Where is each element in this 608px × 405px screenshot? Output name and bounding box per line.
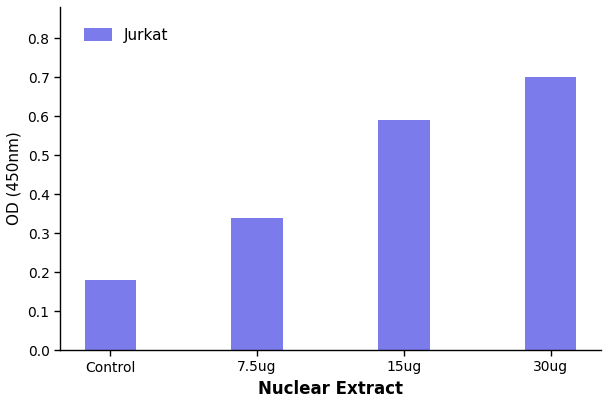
Bar xyxy=(85,280,136,350)
Bar xyxy=(378,120,430,350)
Bar xyxy=(525,77,576,350)
Y-axis label: OD (450nm): OD (450nm) xyxy=(7,132,22,226)
Legend: Jurkat: Jurkat xyxy=(78,21,175,49)
X-axis label: Nuclear Extract: Nuclear Extract xyxy=(258,380,403,398)
Bar xyxy=(232,217,283,350)
